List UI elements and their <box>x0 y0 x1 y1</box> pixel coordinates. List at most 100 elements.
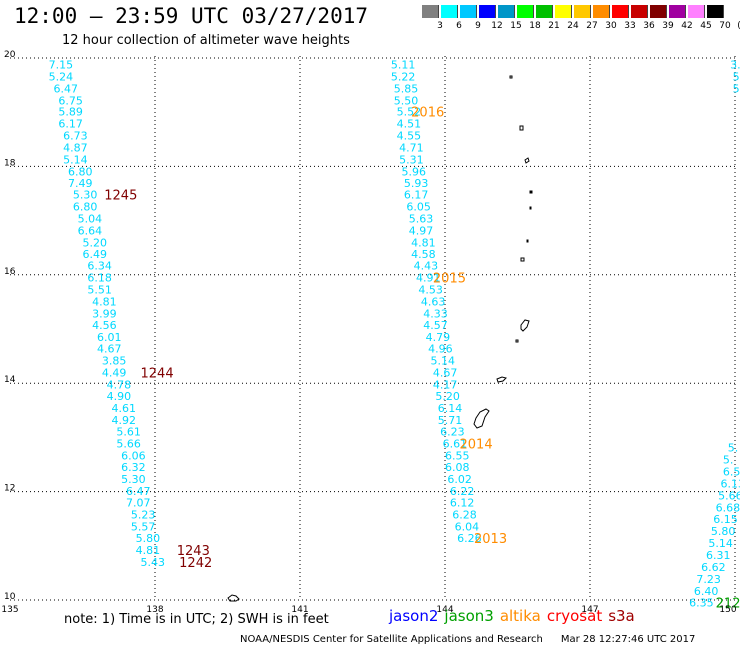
page-subtitle: 12 hour collection of altimeter wave hei… <box>62 33 350 48</box>
swh-value-label: 5.43 <box>141 556 166 569</box>
island-outline <box>520 319 530 332</box>
swh-value-label: 4.96 <box>428 343 453 356</box>
swh-value-label: 6.47 <box>126 485 151 498</box>
swh-value-label: 5.96 <box>402 165 427 178</box>
color-scale-swatch <box>669 5 686 18</box>
swh-value-label: 4.79 <box>426 331 451 344</box>
swh-value-label: 4.81 <box>411 236 436 249</box>
color-scale-label: (ft) <box>734 21 740 31</box>
swh-value-label: 5.71 <box>438 414 463 427</box>
swh-value-label: 5.85 <box>394 82 419 95</box>
color-scale-label: 9 <box>475 21 481 31</box>
swh-value-label: 7.15 <box>49 59 74 72</box>
pass-number-label: 2015 <box>433 272 466 287</box>
color-scale-swatch <box>593 5 610 18</box>
swh-value-label: 6.62 <box>701 561 726 574</box>
swh-value-label: 5.51 <box>87 283 112 296</box>
color-scale-label: 33 <box>624 21 636 31</box>
swh-value-label: 4.63 <box>421 295 446 308</box>
satellite-legend: jason2 jason3 altika cryosat s3a <box>389 607 641 625</box>
swh-value-label: 6.40 <box>694 585 719 598</box>
y-tick-label: 18 <box>4 158 16 168</box>
island-outline <box>529 206 532 210</box>
swh-value-label: 6.31 <box>706 549 731 562</box>
y-tick-label: 20 <box>4 50 16 60</box>
color-scale-swatch <box>460 5 477 18</box>
y-tick-label: 14 <box>4 375 16 385</box>
swh-value-label: 5. <box>723 454 734 467</box>
swh-value-label: 5. <box>733 82 740 95</box>
legend-entry-altika: altika <box>499 607 541 625</box>
island-outline <box>519 125 524 131</box>
swh-value-label: 5. <box>728 442 739 455</box>
swh-value-label: 5.11 <box>391 59 416 72</box>
swh-value-label: 4.87 <box>63 141 88 154</box>
legend-entry-cryosat: cryosat <box>546 607 603 625</box>
pass-number-label: 2014 <box>460 437 493 452</box>
swh-value-label: 3.6 <box>730 59 740 72</box>
color-scale-label: 45 <box>700 21 712 31</box>
swh-value-label: 6.55 <box>445 449 470 462</box>
note-text: note: 1) Time is in UTC; 2) SWH is in fe… <box>64 612 329 627</box>
color-scale-label: 42 <box>681 21 693 31</box>
swh-value-label: 5.89 <box>58 106 82 119</box>
swh-value-label: 3.85 <box>102 354 127 367</box>
swh-value-label: 5.20 <box>435 390 460 403</box>
swh-value-label: 6.26 <box>457 532 482 545</box>
color-scale-label: 36 <box>643 21 655 31</box>
color-scale-swatch <box>479 5 496 18</box>
swh-value-label: 6.34 <box>87 260 112 273</box>
island-outlines <box>227 75 533 602</box>
color-scale-label: 12 <box>491 21 503 31</box>
swh-value-label: 5.30 <box>121 473 145 486</box>
swh-value-label: 4.56 <box>92 319 117 332</box>
swh-value-label: 4.33 <box>423 307 448 320</box>
color-scale-swatch <box>517 5 534 18</box>
pass-number-label: 1244 <box>141 366 174 381</box>
swh-value-label: 6.15 <box>713 513 738 526</box>
swh-value-label: 6.12 <box>450 496 475 509</box>
x-tick-label: 141 <box>291 605 308 615</box>
swh-value-label: 3.99 <box>92 307 117 320</box>
swh-value-label: 4.78 <box>107 378 131 391</box>
swh-value-label: 5.24 <box>49 70 74 83</box>
swh-value-label: 6.08 <box>445 461 470 474</box>
swh-value-label: 7.49 <box>68 177 93 190</box>
swh-value-label: 5.14 <box>708 537 733 550</box>
color-scale-label: 18 <box>529 21 541 31</box>
island-outline <box>473 408 490 429</box>
color-scale-swatch <box>498 5 515 18</box>
color-scale-swatch <box>631 5 648 18</box>
swh-value-label: 5.80 <box>136 532 161 545</box>
pass-number-label: 2016 <box>411 106 444 121</box>
swh-value-label: 5.50 <box>394 94 419 107</box>
island-outline <box>227 594 240 602</box>
color-scale-swatch <box>688 5 705 18</box>
swh-value-label: 5.31 <box>399 153 424 166</box>
swh-value-label: 5.20 <box>83 236 108 249</box>
color-scale-swatch <box>612 5 629 18</box>
color-scale-label: 6 <box>456 21 462 31</box>
swh-value-label: 5.14 <box>431 354 456 367</box>
color-scale-swatch <box>555 5 572 18</box>
color-scale-swatch <box>574 5 591 18</box>
swh-value-label: 6.13 <box>721 477 740 490</box>
x-tick-label: 135 <box>1 605 18 615</box>
swh-value-label: 4.71 <box>399 141 424 154</box>
swh-value-label: 6.28 <box>452 508 477 521</box>
color-scale-swatch <box>422 5 439 18</box>
swh-value-label: 5.57 <box>131 520 156 533</box>
swh-value-label: 6.5 <box>723 466 740 479</box>
swh-value-label: 4.67 <box>433 366 458 379</box>
swh-value-label: 6.17 <box>404 189 429 202</box>
color-scale-swatch <box>441 5 458 18</box>
swh-value-label: 6.73 <box>63 130 88 143</box>
footer: NOAA/NESDIS Center for Satellite Applica… <box>240 634 695 645</box>
swh-value-label: 5.66 <box>116 437 141 450</box>
grid-lines <box>10 56 736 601</box>
legend-entry-jason3: jason3 <box>444 607 494 625</box>
island-outline <box>509 75 513 79</box>
island-outline <box>520 257 525 262</box>
swh-value-label: 5.66 <box>718 489 740 502</box>
axis-tick-labels: 135 138 141 144 147 150 10 12 14 16 18 20 <box>1 50 736 615</box>
